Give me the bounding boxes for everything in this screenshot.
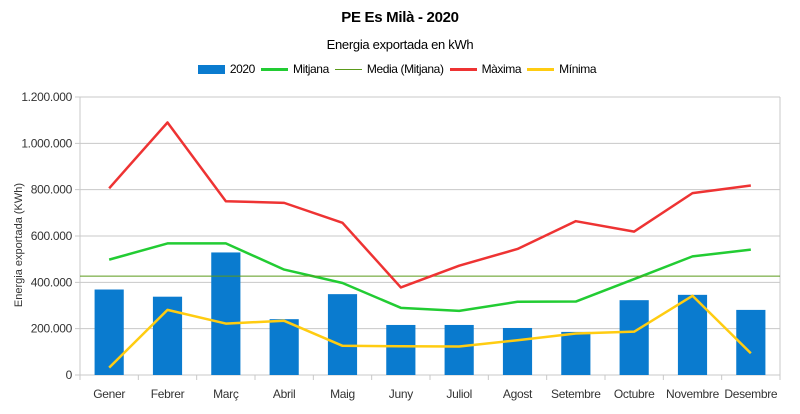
- x-tick-label: Desembre: [724, 387, 778, 401]
- y-tick-label: 200.000: [31, 322, 73, 336]
- gridlines: [75, 96, 781, 380]
- legend-item-mitjana: Mitjana: [260, 62, 329, 76]
- y-axis-ticks: 0 200.000 400.000 600.000 800.000 1.000.000 1.…: [21, 90, 73, 382]
- x-tick-label: Gener: [93, 387, 125, 401]
- line-maxima: [108, 121, 751, 289]
- bar: [619, 300, 649, 375]
- bar: [152, 296, 183, 375]
- chart-subtitle: Energia exportada en kWh: [326, 37, 474, 52]
- y-tick-label: 600.000: [31, 229, 73, 243]
- y-tick-label: 1.200.000: [21, 90, 72, 104]
- legend-label-minima: Mínima: [559, 62, 597, 76]
- legend-swatch-minima: [527, 67, 555, 71]
- y-tick-label: 1.000.000: [21, 136, 72, 150]
- x-axis-ticks: Gener Febrer Març Abril Maig Juny Juliol Agost S…: [79, 375, 781, 401]
- legend-label-2020: 2020: [229, 62, 256, 76]
- x-tick-label: Febrer: [151, 387, 185, 401]
- legend-item-2020: 2020: [197, 62, 256, 76]
- legend-item-media: Media (Mitjana): [334, 62, 444, 76]
- legend-swatch-maxima: [449, 67, 477, 71]
- chart-title: PE Es Milà - 2020: [341, 9, 459, 26]
- bar: [211, 252, 241, 375]
- legend-label-maxima: Màxima: [481, 62, 522, 76]
- bar-series-2020: [94, 252, 766, 375]
- y-tick-label: 800.000: [31, 183, 73, 197]
- legend-swatch-mitjana: [260, 67, 288, 71]
- legend-label-media: Media (Mitjana): [366, 62, 444, 76]
- x-tick-label: Juliol: [446, 387, 472, 401]
- bar: [677, 294, 708, 375]
- bar: [386, 324, 416, 375]
- y-axis-label: Energia exportada (KWh): [13, 183, 25, 307]
- legend: 2020 Mitjana Media (Mitjana) Màxima Míni…: [0, 62, 800, 76]
- legend-label-mitjana: Mitjana: [292, 62, 329, 76]
- bar: [502, 327, 533, 375]
- bar: [327, 294, 358, 375]
- x-tick-label: Setembre: [551, 387, 601, 401]
- line-mitjana: [108, 242, 751, 313]
- bar: [444, 324, 474, 375]
- line-series: [80, 121, 780, 369]
- x-tick-label: Abril: [273, 387, 296, 401]
- x-tick-label: Novembre: [666, 387, 720, 401]
- y-tick-label: 400.000: [31, 275, 73, 289]
- legend-item-maxima: Màxima: [449, 62, 522, 76]
- legend-swatch-media: [334, 68, 362, 70]
- line-minima: [108, 294, 752, 369]
- x-tick-label: Octubre: [614, 387, 655, 401]
- legend-item-minima: Mínima: [527, 62, 597, 76]
- bar: [269, 319, 299, 375]
- legend-swatch-2020: [197, 64, 225, 74]
- x-tick-label: Agost: [503, 387, 533, 401]
- y-tick-label: 0: [66, 368, 73, 382]
- bar: [561, 331, 591, 375]
- bar: [94, 289, 124, 375]
- x-tick-label: Maig: [330, 387, 355, 401]
- x-tick-label: Març: [213, 387, 239, 401]
- x-tick-label: Juny: [389, 387, 413, 401]
